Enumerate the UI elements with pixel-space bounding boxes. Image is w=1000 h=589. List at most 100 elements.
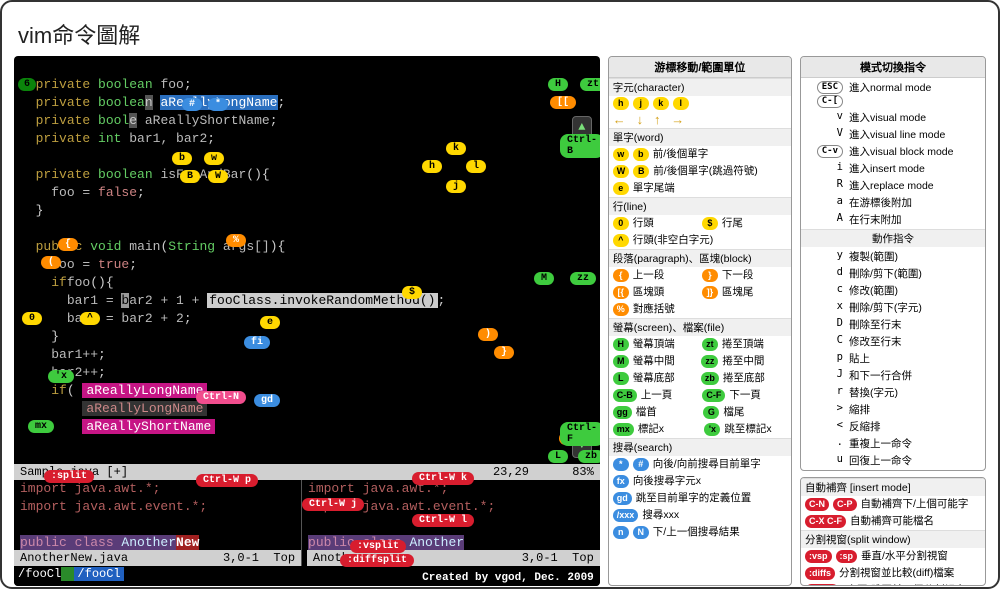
code-line: if( aReallyLongName bbox=[14, 382, 600, 400]
right-column: 模式切換指令ESC C-[進入normal modev進入visual mode… bbox=[800, 56, 986, 586]
panel-header: 游標移動/範圍單位 bbox=[609, 57, 791, 78]
vim-key-badge: fi bbox=[244, 336, 270, 349]
code-line: } bbox=[14, 202, 600, 220]
vim-key-badge: W bbox=[208, 170, 228, 183]
ref-row: fx向後搜尋字元x bbox=[609, 473, 791, 490]
vim-key-badge: $ bbox=[402, 286, 422, 299]
key-badge: C-P bbox=[833, 498, 857, 511]
main-layout: 6 private boolean foo; private boolean a… bbox=[14, 56, 986, 586]
desc-text: 前/後個單字(跳過符號) bbox=[653, 164, 787, 179]
key-badge: B bbox=[633, 165, 649, 178]
ref-row: u回復上一命令 bbox=[803, 453, 983, 468]
key-badge: 'x bbox=[704, 423, 720, 436]
vim-key-badge: :diffsplit bbox=[340, 554, 414, 567]
autocomplete-panel: 自動補齊 [insert mode]C-NC-P自動補齊下/上個可能字C-X C… bbox=[800, 477, 986, 586]
ref-row: c修改(範圍) bbox=[803, 283, 983, 298]
code-area: private boolean foo; private boolean aRe… bbox=[14, 56, 600, 454]
key-badge: gg bbox=[613, 406, 632, 419]
ref-row: p貼上 bbox=[803, 351, 983, 366]
vim-key-badge: L bbox=[548, 450, 568, 463]
page-title: vim命令圖解 bbox=[14, 14, 986, 56]
key-badge: /xxx bbox=[613, 509, 639, 522]
key-badge: :vsp bbox=[805, 550, 832, 563]
key-badge: G bbox=[703, 406, 719, 419]
code-line: foo = true; bbox=[14, 256, 600, 274]
vim-key-badge: Ctrl-F bbox=[560, 422, 600, 446]
key-badge: ]} bbox=[702, 286, 718, 299]
vim-key-badge: h bbox=[422, 160, 442, 173]
desc-text: 捲至中間 bbox=[722, 354, 787, 369]
key-badge: :sp bbox=[836, 550, 858, 563]
code-line: private boolean aReallyLongName; bbox=[14, 94, 600, 112]
search-match: /fooCl bbox=[74, 567, 123, 581]
desc-text: 區塊頭 bbox=[633, 285, 698, 300]
vim-key-badge: # bbox=[182, 98, 202, 111]
code-line: iffoo(){ bbox=[14, 274, 600, 292]
vim-key-badge: l bbox=[466, 160, 486, 173]
ref-row: WB 前/後個單字(跳過符號) bbox=[609, 163, 791, 180]
key-badge: [{ bbox=[613, 286, 629, 299]
key-badge: # bbox=[633, 458, 649, 471]
key-badge: C-X C-F bbox=[805, 515, 846, 528]
desc-text: 螢幕中間 bbox=[633, 354, 698, 369]
key-badge: $ bbox=[702, 217, 718, 230]
ref-row: gg 檔首G 檔尾 bbox=[609, 404, 791, 421]
code-line: aReallyLongName bbox=[14, 400, 600, 418]
ref-row: V進入visual line mode bbox=[803, 127, 983, 142]
ref-row: 0行頭 $行尾 bbox=[609, 215, 791, 232]
desc-text: 捲至頂端 bbox=[722, 337, 787, 352]
ref-row: J和下一行合併 bbox=[803, 368, 983, 383]
key-badge: { bbox=[613, 269, 629, 282]
vim-key-badge: { bbox=[58, 238, 78, 251]
desc-text: 搜尋xxx bbox=[642, 508, 787, 523]
ref-row: C-NC-P自動補齊下/上個可能字 bbox=[801, 496, 985, 513]
vim-key-badge: Ctrl-W p bbox=[196, 474, 258, 487]
section-header: 搜尋(search) bbox=[609, 438, 791, 456]
desc-text: 向後搜尋字元x bbox=[633, 474, 787, 489]
vim-editor[interactable]: 6 private boolean foo; private boolean a… bbox=[14, 56, 600, 586]
cursor-movement-panel: 游標移動/範圍單位字元(character)hjkl← ↓ ↑ →單字(word… bbox=[608, 56, 792, 586]
code-line: bar1 = bar2 + 1 + fooClass.invokeRandomM… bbox=[14, 292, 600, 310]
vim-key-badge: M bbox=[534, 272, 554, 285]
vim-key-badge: } bbox=[494, 346, 514, 359]
vim-key-badge: Ctrl-B bbox=[560, 134, 600, 158]
key-badge: H bbox=[613, 338, 629, 351]
code-line: bar2++; bbox=[14, 364, 600, 382]
code-line: private boolean foo; bbox=[14, 76, 600, 94]
code-line: } bbox=[14, 328, 600, 346]
ref-row: C-v進入visual block mode bbox=[803, 144, 983, 159]
ref-row: hjkl bbox=[609, 96, 791, 111]
statusbar-top: Sample.java [+] 23,29 83% bbox=[14, 464, 600, 480]
vim-key-badge: e bbox=[260, 316, 280, 329]
vim-key-badge: ) bbox=[478, 328, 498, 341]
desc-text: 下一頁 bbox=[729, 388, 787, 403]
key-badge: C-W p bbox=[805, 584, 839, 586]
ref-row: [{ 區塊頭]} 區塊尾 bbox=[609, 284, 791, 301]
desc-text: 檔首 bbox=[636, 405, 700, 420]
key-badge: } bbox=[702, 269, 718, 282]
desc-text: 螢幕底部 bbox=[633, 371, 697, 386]
code-line: foo = false; bbox=[14, 184, 600, 202]
key-badge: e bbox=[613, 182, 629, 195]
desc-text: 上一段 bbox=[633, 268, 698, 283]
key-badge: W bbox=[613, 165, 630, 178]
key-badge: gd bbox=[613, 492, 632, 505]
desc-text: 區塊尾 bbox=[722, 285, 787, 300]
key-badge: L bbox=[613, 372, 629, 385]
ref-row: :diffs分割視窗並比較(diff)檔案 bbox=[801, 565, 985, 582]
vim-key-badge: zb bbox=[578, 450, 600, 463]
ref-row: e單字尾端 bbox=[609, 180, 791, 197]
ref-row: x刪除/剪下(字元) bbox=[803, 300, 983, 315]
ref-row: d刪除/剪下(範圍) bbox=[803, 266, 983, 281]
vim-key-badge: [[ bbox=[550, 96, 576, 109]
desc-text: 檔尾 bbox=[723, 405, 787, 420]
section-header: EX指令 bbox=[801, 470, 985, 471]
ref-row: M螢幕中間zz捲至中間 bbox=[609, 353, 791, 370]
key-badge: N bbox=[633, 526, 649, 539]
code-line: private int bar1, bar2; bbox=[14, 130, 600, 148]
key-badge: ^ bbox=[613, 234, 629, 247]
panel-header: 模式切換指令 bbox=[801, 57, 985, 78]
vim-key-badge: k bbox=[446, 142, 466, 155]
vim-key-badge: ( bbox=[41, 256, 61, 269]
desc-text: 跳至目前單字的定義位置 bbox=[636, 491, 787, 506]
